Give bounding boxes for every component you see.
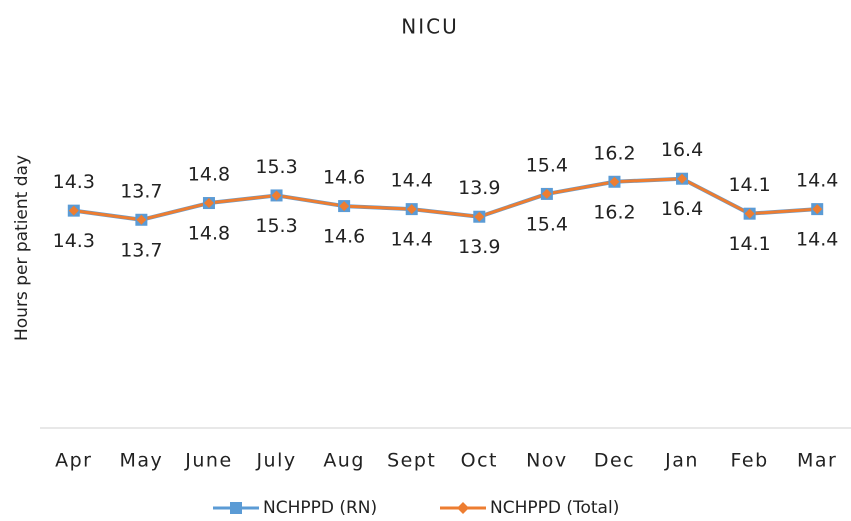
legend-label: NCHPPD (Total) — [490, 498, 619, 518]
data-label: 14.8 — [188, 223, 230, 245]
x-tick-label: Apr — [55, 450, 92, 472]
data-label: 14.6 — [323, 226, 365, 248]
x-tick-label: Sept — [387, 450, 436, 472]
data-label: 13.9 — [458, 177, 500, 199]
x-tick-label: July — [255, 450, 296, 472]
data-label: 14.4 — [391, 229, 433, 251]
x-tick-label: June — [184, 450, 232, 472]
marker — [203, 198, 214, 209]
x-tick-label: Aug — [323, 450, 365, 472]
data-label: 14.3 — [53, 171, 95, 193]
marker — [136, 214, 147, 225]
x-tick-label: Mar — [797, 450, 837, 472]
data-label: 15.4 — [526, 213, 568, 235]
x-tick-label: Oct — [461, 450, 498, 472]
data-label: 16.2 — [593, 201, 635, 223]
data-label: 13.9 — [458, 236, 500, 258]
data-label: 13.7 — [120, 239, 162, 261]
data-label: 15.3 — [255, 215, 297, 237]
marker — [68, 205, 79, 216]
legend-marker — [457, 502, 469, 514]
chart-title: NICU — [401, 15, 458, 39]
data-label: 15.3 — [255, 156, 297, 178]
x-tick-label: Jan — [664, 450, 699, 472]
legend-label: NCHPPD (RN) — [263, 498, 377, 518]
marker — [474, 211, 485, 222]
y-axis-label: Hours per patient day — [12, 155, 32, 341]
marker — [609, 176, 620, 187]
marker — [812, 204, 823, 215]
marker — [406, 204, 417, 215]
data-label: 16.2 — [593, 142, 635, 164]
marker — [339, 201, 350, 212]
x-tick-label: Feb — [731, 450, 769, 472]
data-label: 14.8 — [188, 164, 230, 186]
data-label: 16.4 — [661, 139, 703, 161]
x-tick-label: May — [119, 450, 163, 472]
data-label: 13.7 — [120, 180, 162, 202]
marker — [541, 188, 552, 199]
data-label: 14.6 — [323, 167, 365, 189]
data-label: 14.1 — [728, 233, 770, 255]
data-label: 14.4 — [796, 170, 838, 192]
series-line — [73, 177, 818, 222]
data-label: 14.1 — [728, 174, 770, 196]
data-label: 15.4 — [526, 154, 568, 176]
x-tick-label: Dec — [594, 450, 635, 472]
data-label: 14.3 — [53, 230, 95, 252]
data-label: 14.4 — [796, 229, 838, 251]
marker — [271, 190, 282, 201]
legend-marker — [230, 502, 242, 514]
x-tick-label: Nov — [526, 450, 568, 472]
marker — [677, 173, 688, 184]
data-label: 14.4 — [391, 170, 433, 192]
data-label: 16.4 — [661, 198, 703, 220]
marker — [744, 208, 755, 219]
